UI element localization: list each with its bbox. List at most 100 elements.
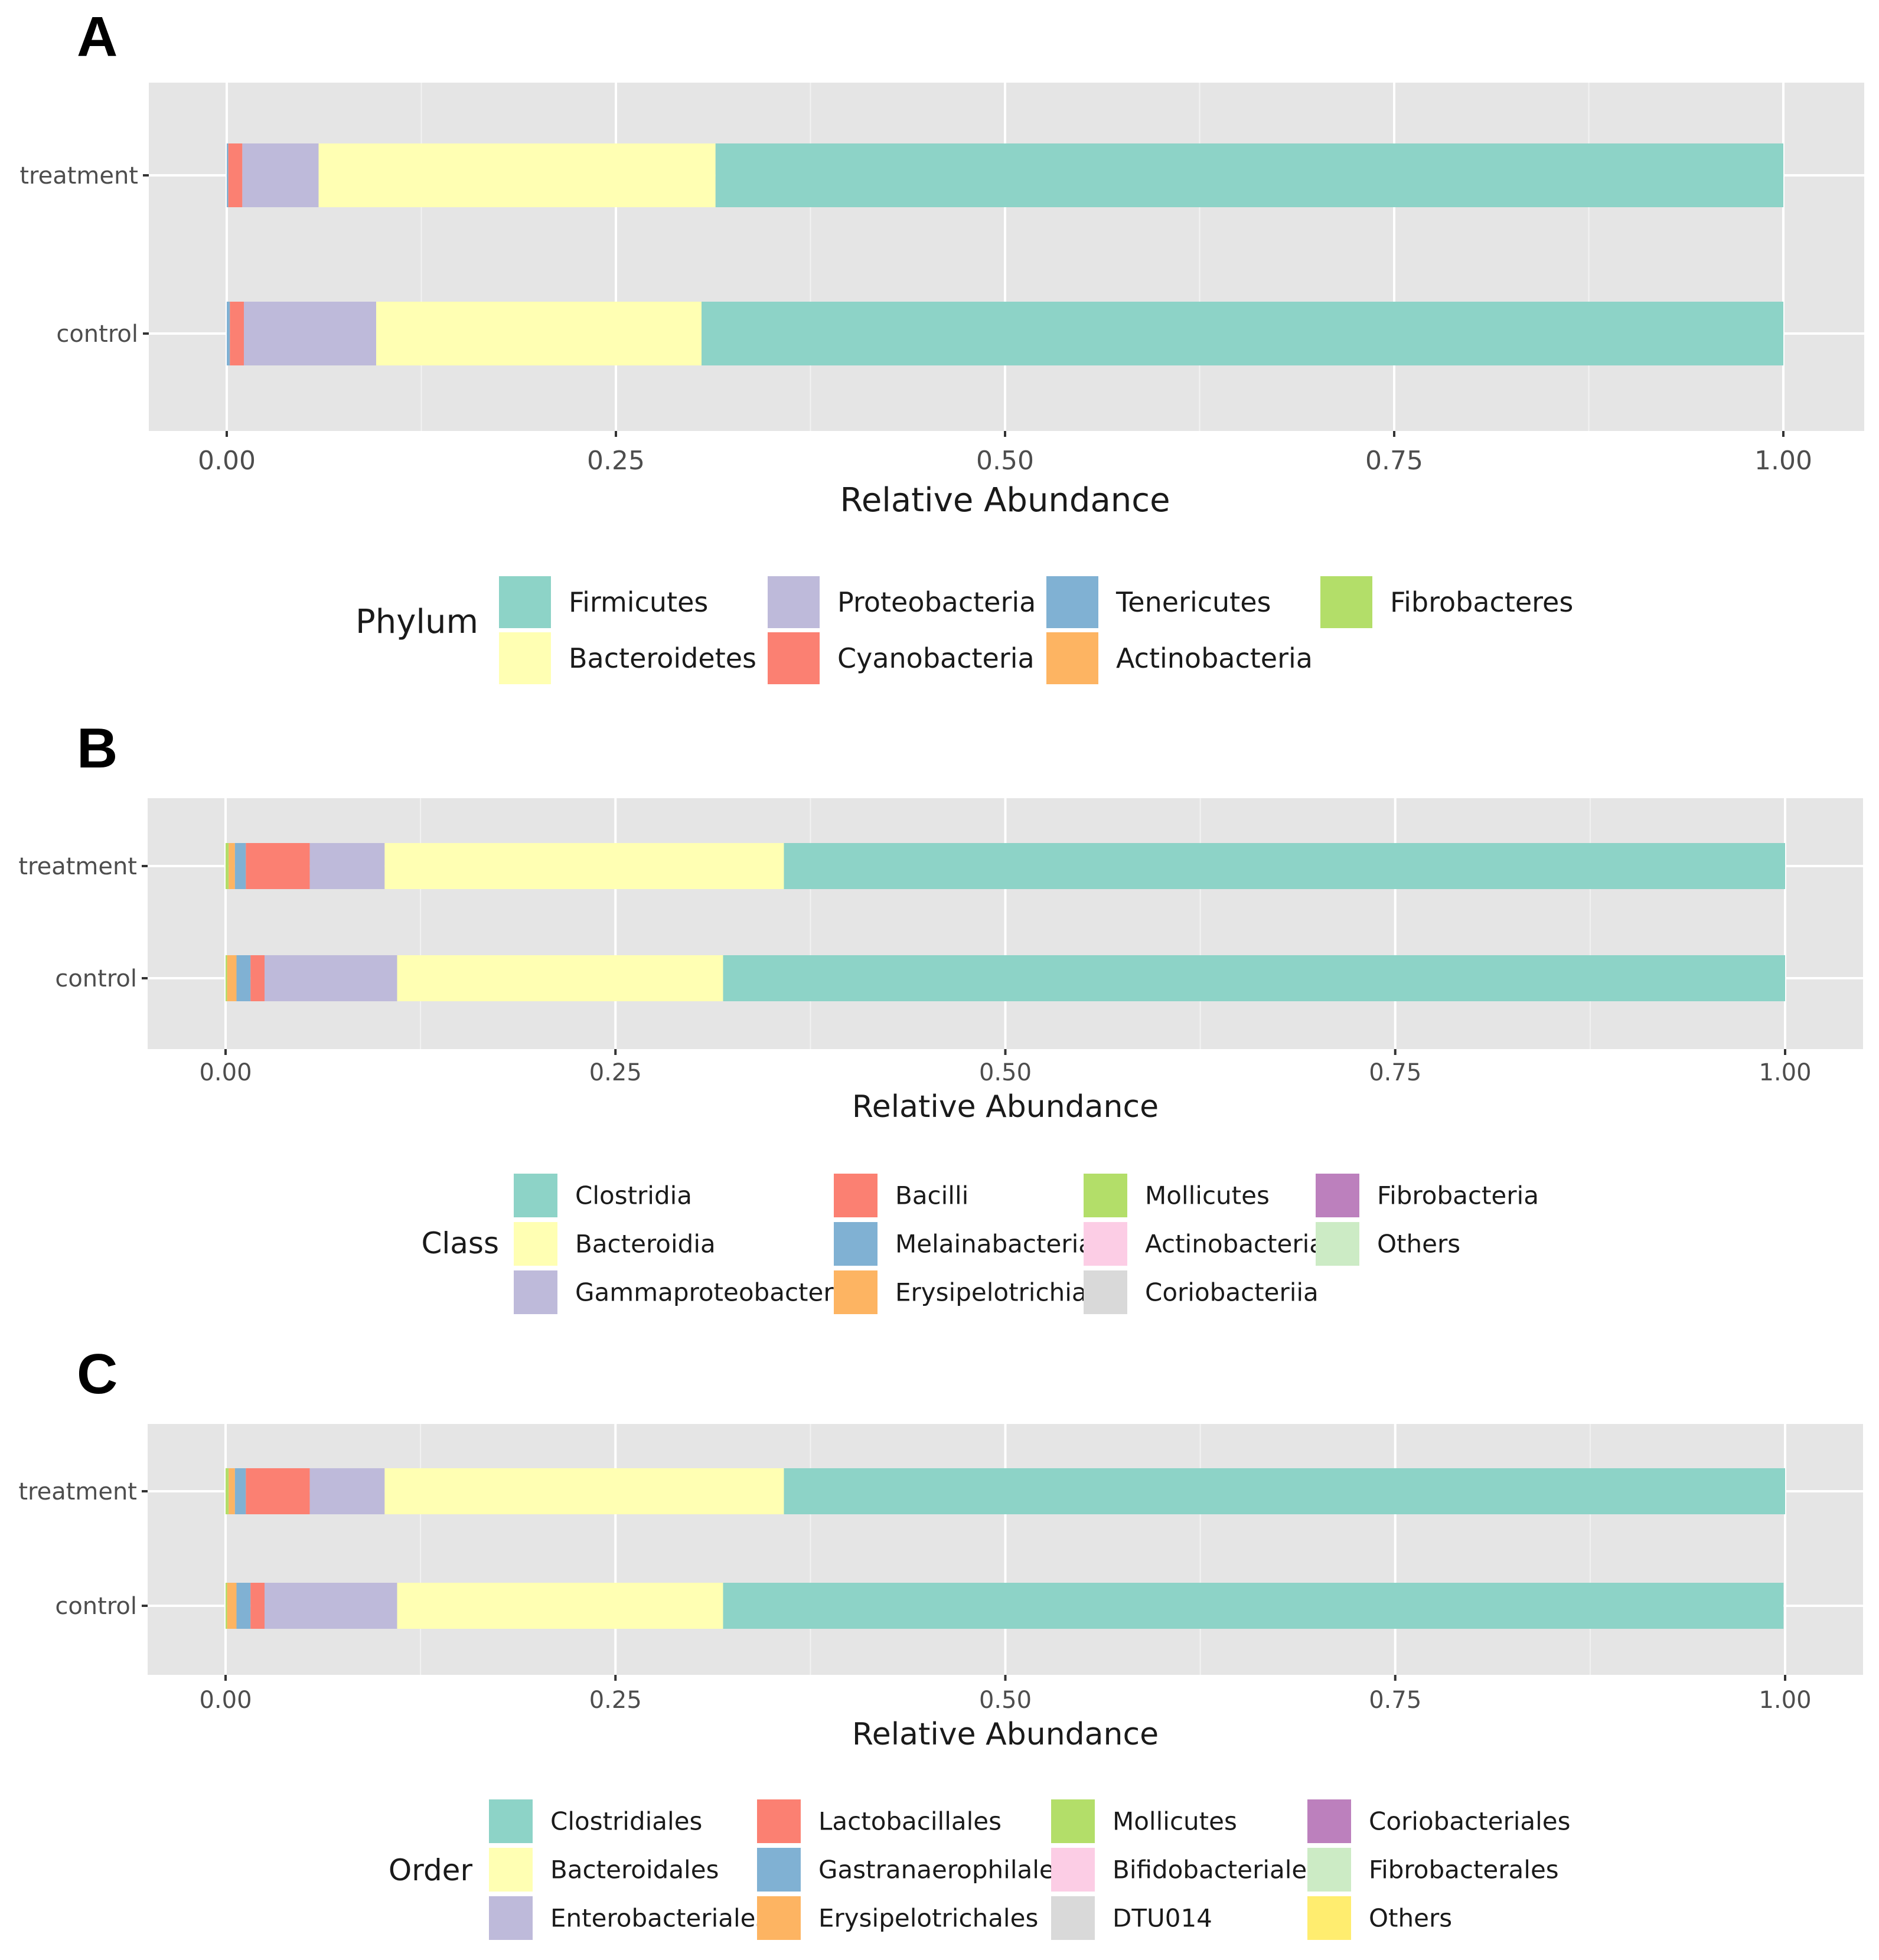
- legend-item: Lactobacillales: [757, 1799, 1002, 1843]
- legend-swatch: [1307, 1896, 1351, 1940]
- legend-swatch: [489, 1896, 533, 1940]
- y-tick-label-treatment: treatment: [19, 162, 138, 190]
- legend-label: Bacilli: [895, 1181, 968, 1210]
- legend-title: Phylum: [355, 603, 478, 641]
- legend-item: Actinobacteria: [1046, 632, 1313, 684]
- legend-item: Bacteroidetes: [499, 632, 756, 684]
- legend-swatch: [1084, 1174, 1127, 1217]
- legend-swatch: [1307, 1799, 1351, 1843]
- legend-label: Others: [1369, 1904, 1452, 1933]
- x-axis-title: Relative Abundance: [852, 1717, 1159, 1752]
- y-tick-label-treatment: treatment: [18, 1478, 137, 1505]
- legend-item: Fibrobacterales: [1307, 1848, 1559, 1892]
- legend-label: Fibrobacteres: [1390, 586, 1573, 618]
- legend-item: Fibrobacteres: [1320, 576, 1573, 628]
- legend-label: Fibrobacterales: [1369, 1856, 1559, 1884]
- legend-label: Firmicutes: [569, 586, 708, 618]
- legend-item: Fibrobacteria: [1316, 1174, 1539, 1217]
- legend-label: Gammaproteobacteria: [575, 1278, 856, 1307]
- bar-segment-control-proteobacteria: [243, 302, 377, 365]
- x-tick-label: 0.25: [589, 1059, 642, 1086]
- panel-letter-b: B: [77, 717, 118, 780]
- legend-swatch: [1307, 1848, 1351, 1892]
- legend-label: DTU014: [1113, 1904, 1212, 1933]
- legend-swatch: [1051, 1848, 1095, 1892]
- legend-swatch: [514, 1174, 557, 1217]
- bar-segment-treatment-bacteroidetes: [318, 143, 716, 207]
- legend-item: Others: [1307, 1896, 1452, 1940]
- x-tick-label: 0.75: [1369, 1059, 1421, 1086]
- legend-label: Actinobacteria: [1116, 642, 1313, 674]
- x-tick-label: 0.25: [587, 446, 645, 476]
- legend-swatch: [1320, 576, 1372, 628]
- legend-label: Bifidobacteriales: [1113, 1856, 1320, 1884]
- legend-item: Enterobacteriales: [489, 1896, 768, 1940]
- bar-segment-treatment-bacteroidales: [384, 1468, 784, 1514]
- x-tick-label: 1.00: [1759, 1059, 1811, 1086]
- legend-swatch: [1084, 1222, 1127, 1266]
- legend-item: DTU014: [1051, 1896, 1212, 1940]
- y-tick-label-control: control: [56, 321, 138, 348]
- bar-segment-control-bacilli: [250, 955, 265, 1001]
- legend-item: Proteobacteria: [768, 576, 1036, 628]
- bar-segment-treatment-enterobacteriales: [309, 1468, 385, 1514]
- x-tick-label: 1.00: [1754, 446, 1812, 476]
- bar-segment-treatment-lactobacillales: [246, 1468, 310, 1514]
- bar-segment-control-erysipelotrichia: [227, 955, 237, 1001]
- bar-segment-control-mollicutes: [226, 955, 227, 1001]
- bar-segment-treatment-firmicutes: [715, 143, 1783, 207]
- bar-segment-control-melainabacteria: [236, 955, 251, 1001]
- x-tick-label: 0.50: [979, 1687, 1032, 1714]
- legend-b: Class Clostridia Bacteroidia Gammaproteobac…: [421, 1174, 1539, 1314]
- legend-c: Order Clostridiales Bacteroidales Enterobac…: [389, 1799, 1571, 1940]
- legend-swatch: [1046, 632, 1098, 684]
- bar-segment-treatment-melainabacteria: [234, 843, 246, 889]
- legend-label: Fibrobacteria: [1377, 1181, 1539, 1210]
- legend-title: Class: [421, 1226, 499, 1260]
- bar-segment-control-erysipelotrichales: [227, 1583, 237, 1629]
- bar-segment-control-enterobacteriales: [265, 1583, 397, 1629]
- legend-swatch: [834, 1270, 877, 1314]
- legend-item: Erysipelotrichia: [834, 1270, 1087, 1314]
- bar-segment-treatment-tenericutes: [227, 143, 229, 207]
- legend-item: Clostridiales: [489, 1799, 702, 1843]
- bar-segment-control-cyanobacteria: [230, 302, 244, 365]
- legend-item: Gammaproteobacteria: [514, 1270, 856, 1314]
- legend-swatch: [489, 1848, 533, 1892]
- legend-label: Enterobacteriales: [550, 1904, 768, 1933]
- legend-item: Cyanobacteria: [768, 632, 1035, 684]
- legend-swatch: [1084, 1270, 1127, 1314]
- bar-segment-treatment-bacteroidia: [384, 843, 784, 889]
- bar-segment-control-bacteroidales: [397, 1583, 723, 1629]
- legend-item: Mollicutes: [1051, 1799, 1237, 1843]
- legend-label: Clostridiales: [550, 1807, 702, 1836]
- bar-segment-control-gastranaerophilales: [236, 1583, 251, 1629]
- bar-segment-control-mollicutes: [226, 1583, 227, 1629]
- legend-label: Clostridia: [575, 1181, 692, 1210]
- legend-item: Melainabacteria: [834, 1222, 1094, 1266]
- x-tick-label: 0.50: [979, 1059, 1032, 1086]
- legend-swatch: [768, 632, 820, 684]
- plot-background: [149, 83, 1864, 431]
- legend-swatch: [834, 1174, 877, 1217]
- bar-segment-control-bacteroidetes: [376, 302, 702, 365]
- legend-swatch: [489, 1799, 533, 1843]
- legend-item: Firmicutes: [499, 576, 708, 628]
- y-tick-label-control: control: [55, 965, 137, 992]
- legend-label: Lactobacillales: [818, 1807, 1002, 1836]
- x-tick-label: 1.00: [1759, 1687, 1811, 1714]
- bar-segment-treatment-erysipelotrichales: [229, 1468, 235, 1514]
- legend-swatch: [768, 576, 820, 628]
- panel-letter-a: A: [77, 5, 118, 68]
- legend-label: Bacteroidia: [575, 1230, 716, 1259]
- bar-segment-treatment-clostridiales: [784, 1468, 1785, 1514]
- legend-label: Erysipelotrichales: [818, 1904, 1038, 1933]
- bar-segment-control-clostridia: [723, 955, 1785, 1001]
- legend-title: Order: [389, 1853, 473, 1887]
- legend-item: Coriobacteriia: [1084, 1270, 1319, 1314]
- legend-item: Bacteroidales: [489, 1848, 719, 1892]
- legend-item: Bacteroidia: [514, 1222, 716, 1266]
